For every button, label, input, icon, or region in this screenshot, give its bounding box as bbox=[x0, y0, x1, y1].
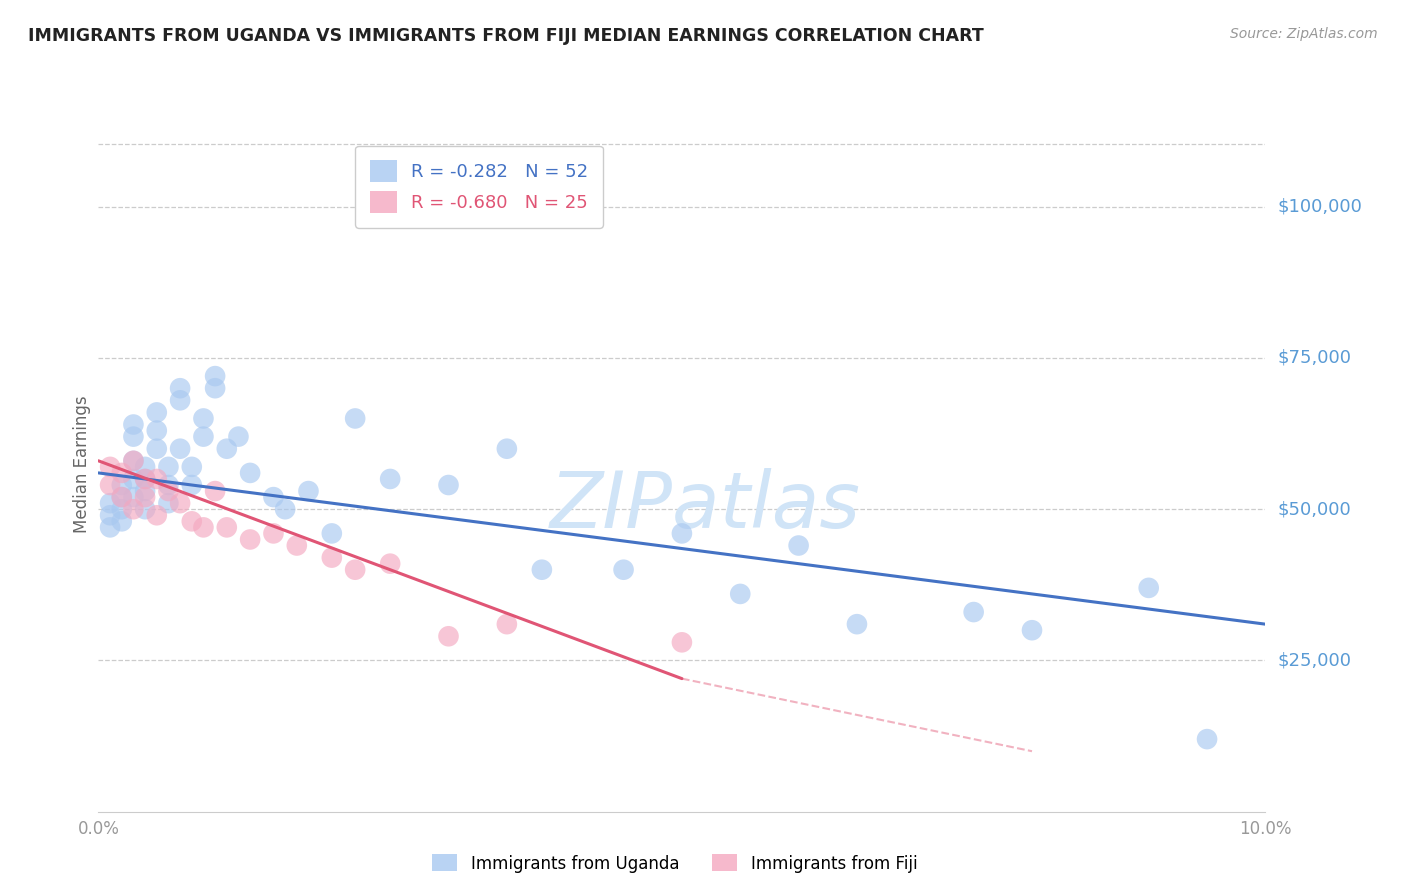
Y-axis label: Median Earnings: Median Earnings bbox=[73, 395, 91, 533]
Point bbox=[122, 454, 145, 468]
Point bbox=[134, 502, 156, 516]
Point bbox=[495, 617, 517, 632]
Text: $25,000: $25,000 bbox=[1277, 651, 1351, 670]
Point bbox=[215, 520, 238, 534]
Legend: Immigrants from Uganda, Immigrants from Fiji: Immigrants from Uganda, Immigrants from … bbox=[426, 847, 924, 880]
Text: IMMIGRANTS FROM UGANDA VS IMMIGRANTS FROM FIJI MEDIAN EARNINGS CORRELATION CHART: IMMIGRANTS FROM UGANDA VS IMMIGRANTS FRO… bbox=[28, 27, 984, 45]
Point bbox=[204, 369, 226, 384]
Point bbox=[728, 587, 751, 601]
Point bbox=[169, 381, 191, 395]
Point bbox=[98, 508, 121, 523]
Point bbox=[111, 514, 134, 528]
Text: $75,000: $75,000 bbox=[1277, 349, 1351, 367]
Point bbox=[321, 526, 343, 541]
Point bbox=[378, 472, 402, 486]
Point bbox=[134, 459, 156, 474]
Point bbox=[180, 514, 202, 528]
Point bbox=[146, 442, 169, 456]
Point bbox=[612, 563, 634, 577]
Point bbox=[204, 381, 226, 395]
Point bbox=[1195, 732, 1218, 747]
Point bbox=[1137, 581, 1160, 595]
Point bbox=[157, 484, 180, 499]
Point bbox=[437, 478, 460, 492]
Point bbox=[321, 550, 343, 565]
Point bbox=[111, 478, 134, 492]
Point bbox=[111, 490, 134, 504]
Point bbox=[215, 442, 238, 456]
Point bbox=[262, 526, 284, 541]
Point bbox=[204, 484, 226, 499]
Point bbox=[180, 478, 202, 492]
Point bbox=[122, 502, 145, 516]
Point bbox=[146, 472, 169, 486]
Point bbox=[193, 411, 215, 425]
Point bbox=[169, 496, 191, 510]
Point bbox=[111, 502, 134, 516]
Point bbox=[495, 442, 517, 456]
Point bbox=[134, 490, 156, 504]
Point bbox=[228, 429, 250, 443]
Point bbox=[122, 417, 145, 432]
Text: Source: ZipAtlas.com: Source: ZipAtlas.com bbox=[1230, 27, 1378, 41]
Point bbox=[1021, 624, 1043, 638]
Point bbox=[285, 539, 308, 553]
Point bbox=[437, 629, 460, 643]
Point bbox=[169, 442, 191, 456]
Point bbox=[787, 539, 810, 553]
Point bbox=[671, 526, 693, 541]
Point bbox=[180, 459, 202, 474]
Point bbox=[146, 424, 169, 438]
Text: ZIPatlas: ZIPatlas bbox=[550, 467, 860, 543]
Point bbox=[157, 459, 180, 474]
Point bbox=[193, 520, 215, 534]
Point bbox=[122, 472, 145, 486]
Point bbox=[344, 563, 367, 577]
Point bbox=[671, 635, 693, 649]
Point bbox=[134, 484, 156, 499]
Text: $100,000: $100,000 bbox=[1277, 198, 1362, 216]
Point bbox=[98, 459, 121, 474]
Point bbox=[98, 478, 121, 492]
Legend: R = -0.282   N = 52, R = -0.680   N = 25: R = -0.282 N = 52, R = -0.680 N = 25 bbox=[356, 146, 603, 227]
Point bbox=[146, 405, 169, 419]
Point bbox=[111, 490, 134, 504]
Point bbox=[157, 496, 180, 510]
Point bbox=[98, 496, 121, 510]
Point bbox=[239, 533, 262, 547]
Point bbox=[962, 605, 984, 619]
Point bbox=[530, 563, 553, 577]
Text: $50,000: $50,000 bbox=[1277, 500, 1351, 518]
Point bbox=[134, 472, 156, 486]
Point bbox=[193, 429, 215, 443]
Point bbox=[111, 466, 134, 480]
Point bbox=[134, 472, 156, 486]
Point bbox=[157, 478, 180, 492]
Point bbox=[169, 393, 191, 408]
Point bbox=[122, 429, 145, 443]
Point bbox=[122, 454, 145, 468]
Point bbox=[262, 490, 284, 504]
Point bbox=[378, 557, 402, 571]
Point bbox=[239, 466, 262, 480]
Point bbox=[297, 484, 319, 499]
Point bbox=[274, 502, 297, 516]
Point bbox=[122, 490, 145, 504]
Point bbox=[845, 617, 868, 632]
Point bbox=[98, 520, 121, 534]
Point bbox=[344, 411, 367, 425]
Point bbox=[146, 508, 169, 523]
